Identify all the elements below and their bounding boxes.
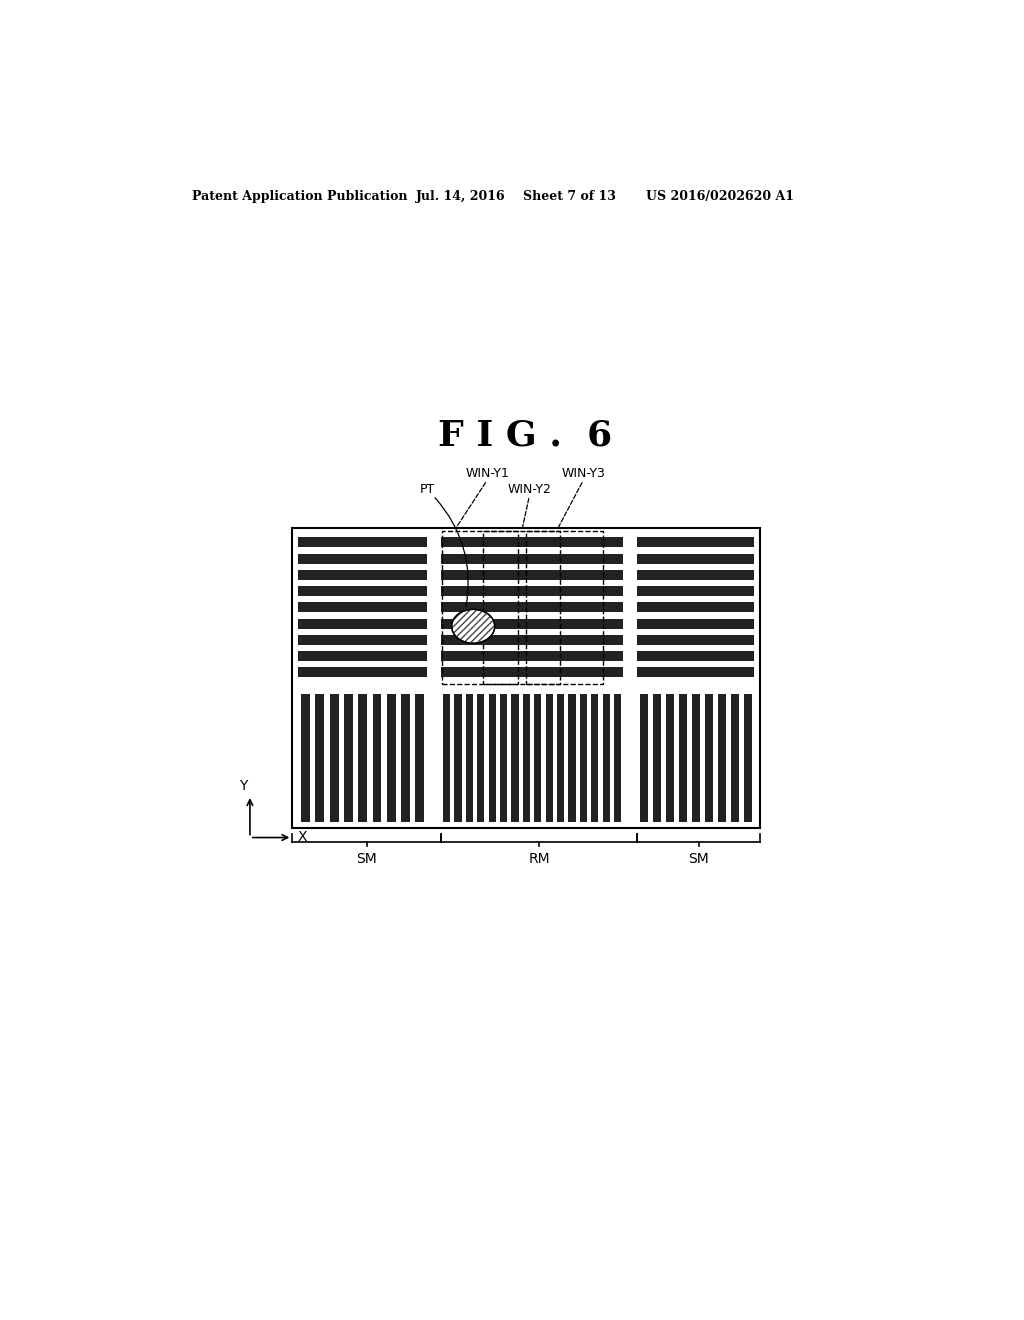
Text: RM: RM (528, 851, 550, 866)
Bar (298, 693, 427, 822)
Bar (298, 651, 427, 661)
Bar (637, 537, 755, 548)
Bar (387, 693, 395, 822)
Bar (298, 586, 427, 597)
Bar (455, 693, 462, 822)
Bar (441, 586, 624, 597)
Bar (477, 693, 484, 822)
Text: Y: Y (240, 779, 248, 793)
Bar (330, 693, 339, 822)
Bar (401, 693, 410, 822)
Text: X: X (298, 830, 307, 843)
Bar (637, 635, 755, 645)
Bar (441, 535, 624, 681)
Bar (511, 693, 518, 822)
Bar (500, 693, 507, 822)
Bar (666, 693, 674, 822)
Text: US 2016/0202620 A1: US 2016/0202620 A1 (646, 190, 795, 203)
Bar (637, 553, 755, 564)
Text: Sheet 7 of 13: Sheet 7 of 13 (523, 190, 616, 203)
Bar (591, 693, 598, 822)
Bar (718, 693, 726, 822)
Bar (298, 668, 427, 677)
Bar (637, 693, 755, 822)
Bar (637, 668, 755, 677)
Text: WIN-Y1: WIN-Y1 (465, 467, 509, 480)
Bar (546, 693, 553, 822)
Bar (298, 553, 427, 564)
Ellipse shape (452, 610, 495, 643)
Bar (298, 535, 427, 681)
Bar (557, 693, 564, 822)
Bar (441, 602, 624, 612)
Text: PT: PT (420, 483, 434, 496)
Bar (298, 635, 427, 645)
Bar (344, 693, 353, 822)
Bar (483, 531, 560, 684)
Bar (637, 586, 755, 597)
Bar (691, 693, 699, 822)
Text: SM: SM (356, 851, 377, 866)
Text: Jul. 14, 2016: Jul. 14, 2016 (416, 190, 505, 203)
Bar (637, 570, 755, 579)
Bar (298, 570, 427, 579)
Bar (731, 693, 738, 822)
Bar (441, 693, 624, 822)
Text: WIN-Y2: WIN-Y2 (508, 483, 551, 496)
Bar (705, 693, 713, 822)
Bar (373, 693, 381, 822)
Bar (568, 693, 575, 822)
Bar (442, 531, 518, 684)
Bar (637, 535, 755, 681)
Bar (358, 693, 368, 822)
Bar (301, 693, 310, 822)
Bar (441, 635, 624, 645)
Bar (580, 693, 587, 822)
Bar (637, 619, 755, 628)
Bar (640, 693, 648, 822)
Bar (466, 693, 473, 822)
Bar (441, 619, 624, 628)
Text: F I G .  6: F I G . 6 (437, 418, 612, 453)
Bar (743, 693, 752, 822)
Bar (523, 693, 530, 822)
Bar (637, 651, 755, 661)
Bar (679, 693, 687, 822)
Bar (525, 531, 602, 684)
Bar (441, 570, 624, 579)
Bar (292, 528, 761, 829)
Bar (441, 668, 624, 677)
Bar (652, 693, 660, 822)
Bar (298, 537, 427, 548)
Bar (298, 602, 427, 612)
Bar (441, 537, 624, 548)
Bar (603, 693, 609, 822)
Text: Patent Application Publication: Patent Application Publication (193, 190, 408, 203)
Bar (637, 602, 755, 612)
Bar (416, 693, 424, 822)
Bar (441, 651, 624, 661)
Bar (614, 693, 622, 822)
Bar (315, 693, 325, 822)
Text: SM: SM (688, 851, 710, 866)
Bar (535, 693, 542, 822)
Bar (441, 553, 624, 564)
Bar (298, 619, 427, 628)
Text: WIN-Y3: WIN-Y3 (561, 467, 605, 480)
Bar (488, 693, 496, 822)
Bar (443, 693, 451, 822)
